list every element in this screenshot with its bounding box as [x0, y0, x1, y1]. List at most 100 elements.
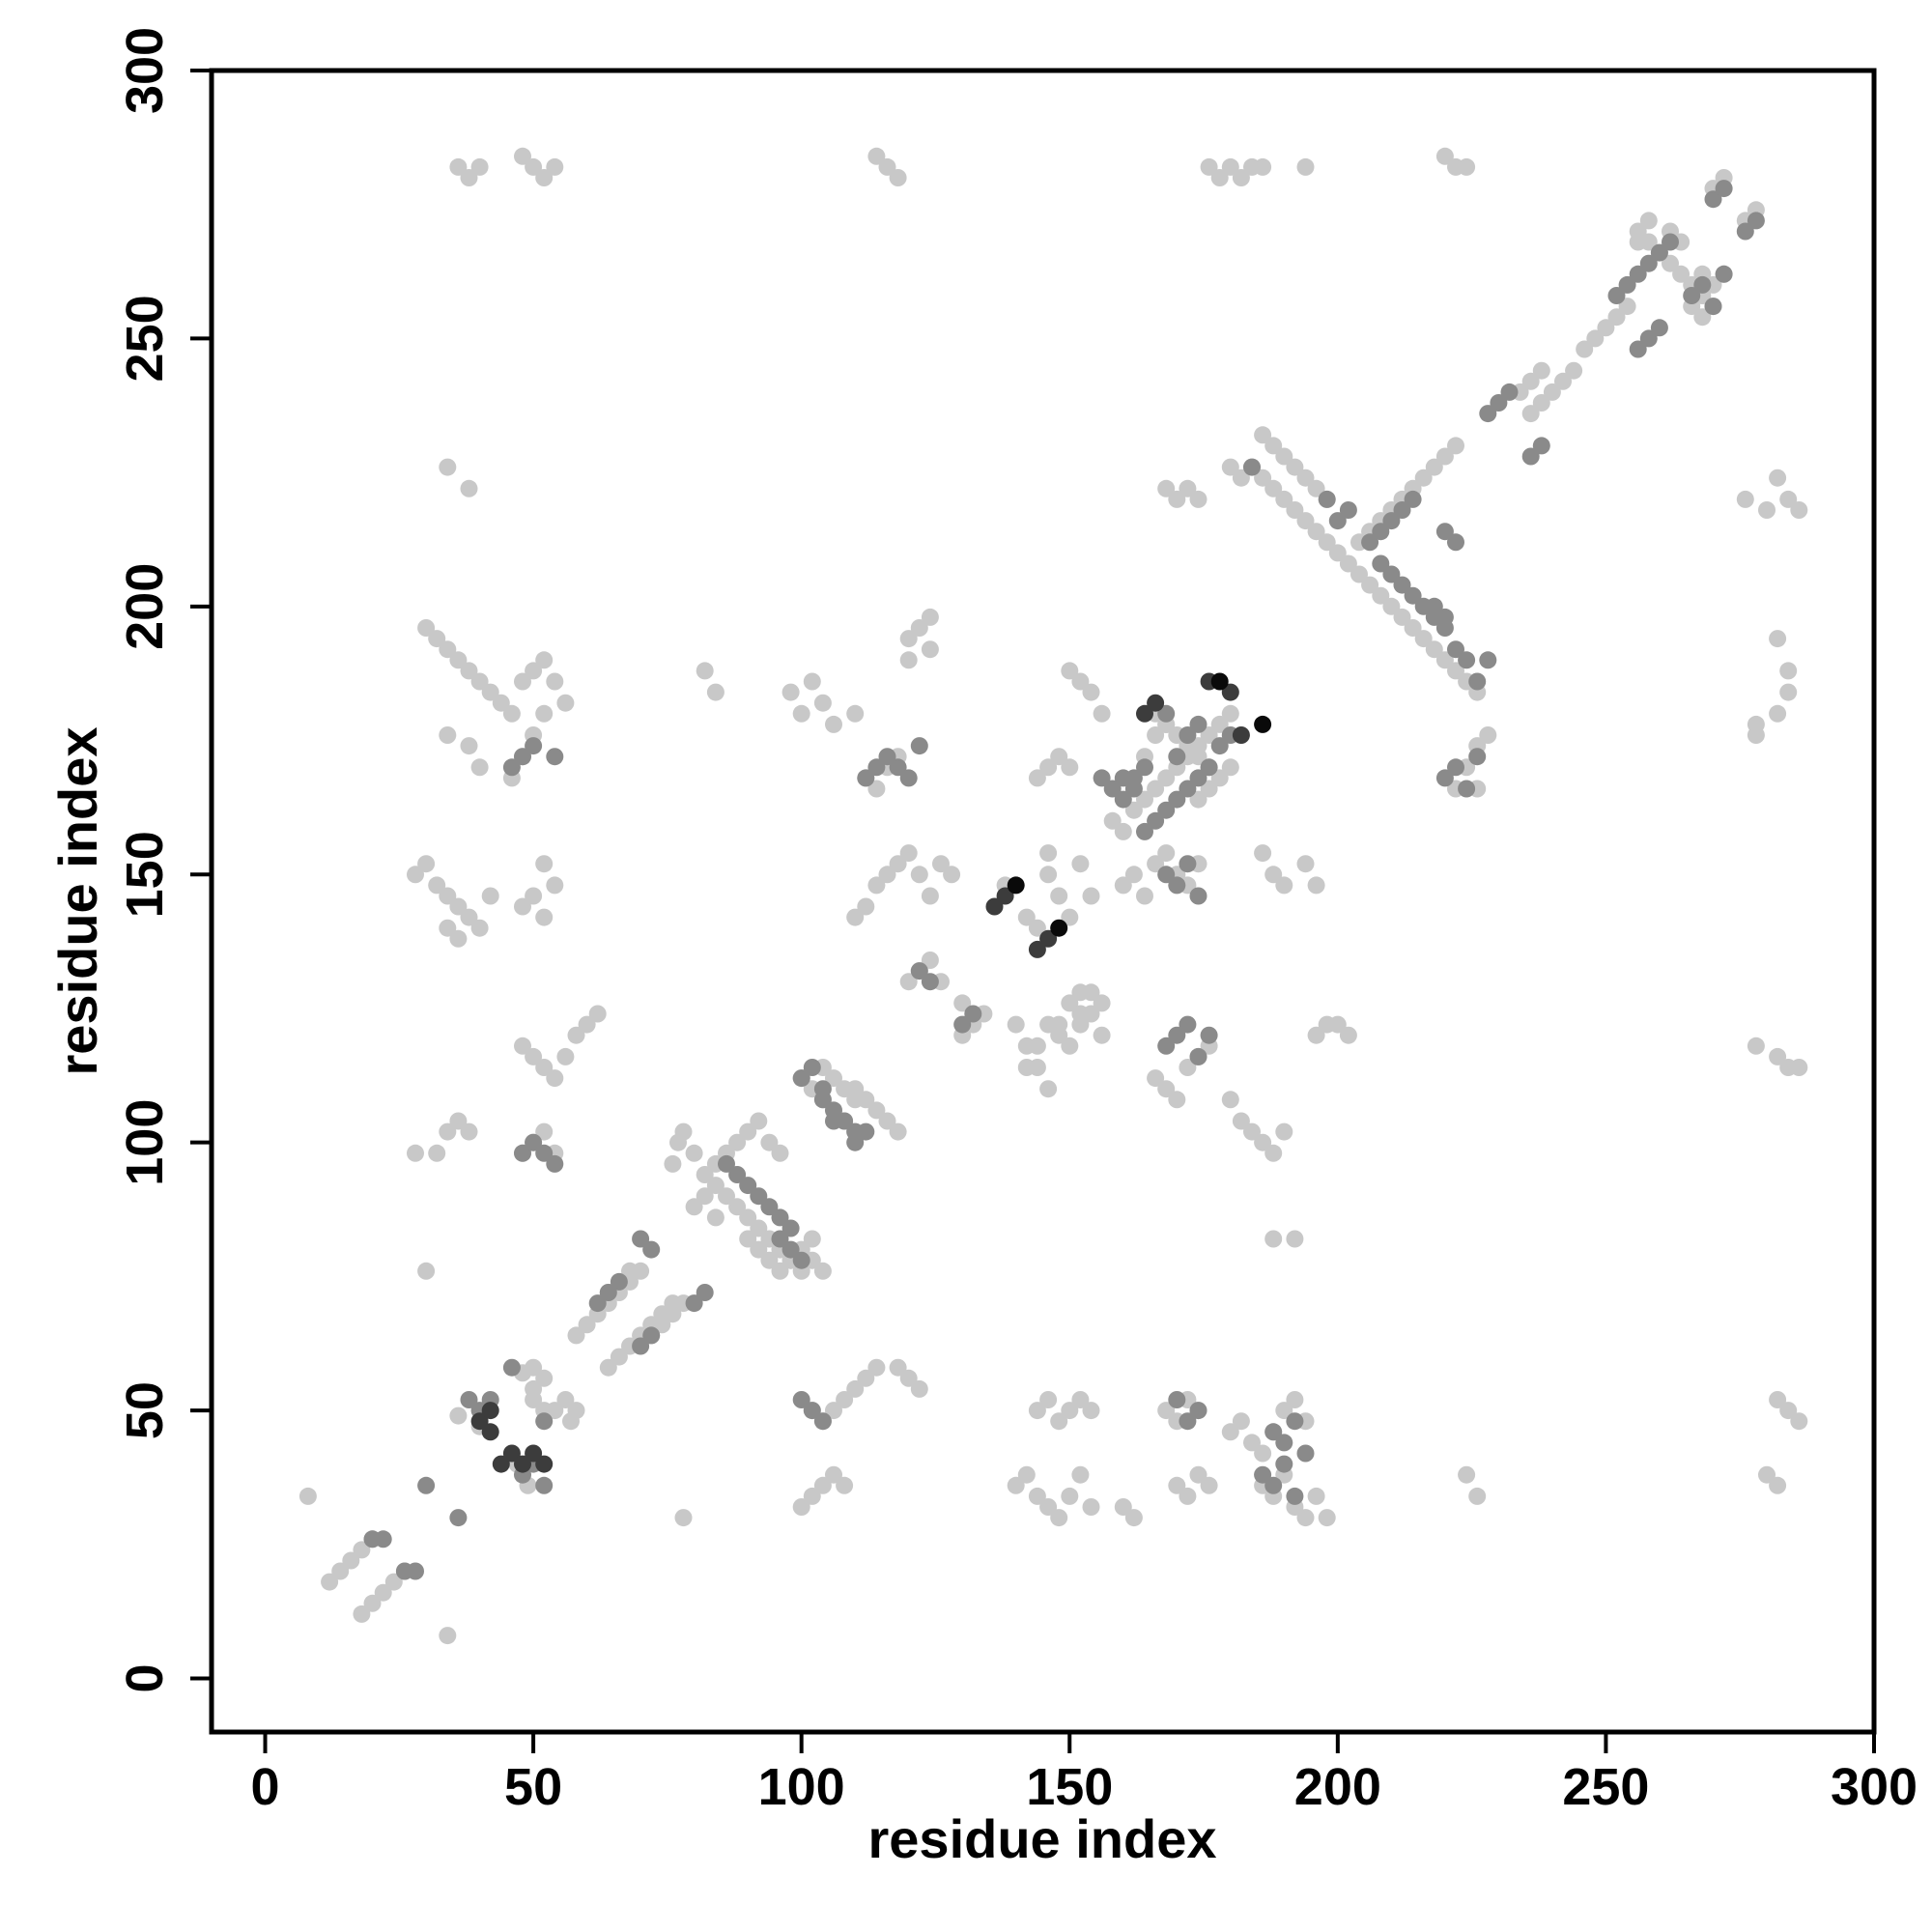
contact-point-light-360	[567, 1026, 585, 1044]
contact-point-light-372	[1093, 994, 1111, 1012]
contact-point-light-331	[932, 855, 950, 873]
contact-point-light-279	[910, 619, 928, 637]
contact-point-light-368	[1050, 1026, 1068, 1044]
contact-point-light-243	[1779, 490, 1798, 508]
contact-point-medium-542	[1500, 383, 1519, 401]
contact-point-light-238	[1307, 523, 1325, 541]
y-axis: 0 50 100 150 200 250 300	[116, 27, 212, 1693]
contact-point-light-272	[825, 715, 842, 733]
contact-point-medium-547	[1629, 265, 1647, 283]
contact-point-light-240	[1736, 490, 1754, 508]
contact-point-light-278	[899, 630, 918, 648]
contact-point-light-429	[1050, 1509, 1068, 1527]
contact-point-medium-459	[374, 1530, 392, 1548]
contact-point-light-181	[1607, 308, 1626, 327]
contact-point-light-448	[813, 1476, 832, 1494]
contact-point-light-266	[696, 662, 714, 680]
contact-point-black-631	[1007, 876, 1025, 895]
contact-point-light-355	[514, 1037, 531, 1055]
contact-point-medium-515	[1189, 715, 1208, 733]
contact-point-light-90	[846, 1080, 865, 1098]
contact-point-medium-566	[857, 769, 875, 787]
contact-point-light-244	[1790, 501, 1808, 519]
contact-point-light-400	[836, 1391, 854, 1408]
contact-point-light-124	[1147, 780, 1165, 798]
contact-point-light-330	[921, 887, 939, 905]
contact-point-light-164	[1307, 479, 1325, 497]
contact-point-light-111	[1082, 887, 1100, 905]
contact-point-light-329	[910, 866, 928, 884]
y-tick-label-250: 250	[116, 295, 174, 382]
contact-point-light-324	[857, 897, 875, 916]
contact-point-medium-504	[1147, 811, 1165, 830]
contact-point-medium-543	[1521, 447, 1540, 466]
contact-point-medium-581	[1157, 866, 1176, 884]
y-tick-label-300: 300	[116, 27, 174, 114]
contact-point-medium-492	[803, 1059, 821, 1076]
contact-point-light-66	[739, 1122, 757, 1141]
contact-point-light-174	[1565, 361, 1583, 380]
contact-point-light-320	[546, 876, 564, 895]
contact-point-light-120	[1103, 811, 1122, 830]
contact-point-light-246	[428, 630, 446, 648]
contact-point-light-177	[1532, 361, 1550, 380]
contact-point-medium-605	[1275, 1434, 1293, 1452]
contact-point-light-313	[460, 908, 478, 926]
contact-point-light-184	[1639, 233, 1658, 251]
contact-point-light-257	[546, 672, 564, 691]
contact-point-medium-517	[1372, 523, 1390, 541]
contact-point-medium-602	[1179, 1412, 1197, 1431]
contact-point-light-254	[514, 672, 531, 691]
contact-point-medium-530	[1318, 490, 1336, 508]
contact-point-medium-599	[803, 1402, 821, 1420]
contact-point-light-224	[439, 458, 457, 476]
contact-point-medium-513	[1168, 748, 1186, 766]
contact-point-light-444	[1307, 1487, 1325, 1505]
contact-point-light-265	[535, 704, 554, 723]
contact-point-light-186	[1662, 254, 1679, 272]
contact-point-medium-534	[1447, 640, 1464, 659]
contact-point-light-426	[1017, 1465, 1036, 1484]
contact-point-medium-598	[792, 1391, 810, 1408]
contact-point-medium-473	[599, 1284, 617, 1301]
contact-point-light-209	[535, 169, 554, 186]
contact-point-light-242	[1769, 469, 1787, 487]
contact-point-light-258	[556, 694, 575, 712]
contact-point-light-166	[1286, 458, 1304, 476]
contact-point-light-210	[546, 157, 564, 176]
contact-point-light-230	[1221, 458, 1239, 476]
contact-point-dark-622	[1028, 940, 1046, 958]
contact-point-light-169	[1254, 426, 1272, 444]
contact-point-light-69	[771, 1144, 789, 1162]
contact-point-light-20	[567, 1402, 585, 1420]
contact-point-medium-579	[1458, 780, 1476, 798]
contact-point-light-179	[1586, 329, 1605, 348]
contact-point-light-438	[1200, 1476, 1218, 1494]
contact-point-light-269	[792, 704, 810, 723]
contact-point-light-363	[1007, 1015, 1025, 1034]
contact-point-light-94	[889, 1122, 907, 1141]
contact-point-light-280	[921, 608, 939, 626]
contact-point-light-409	[1050, 1412, 1068, 1431]
contact-point-light-449	[825, 1465, 842, 1484]
contact-point-light-396	[1286, 1230, 1304, 1248]
contact-point-light-241	[1758, 501, 1776, 519]
contact-point-light-223	[1458, 157, 1476, 176]
contact-point-light-68	[760, 1133, 779, 1151]
contact-point-light-45	[664, 1305, 682, 1323]
contact-point-light-151	[1414, 469, 1433, 487]
contact-point-light-405	[899, 1369, 918, 1387]
contact-point-light-194	[1639, 212, 1658, 230]
contact-point-medium-475	[632, 1230, 650, 1248]
contact-point-light-115	[1093, 1026, 1111, 1044]
contact-point-light-108	[1061, 908, 1079, 926]
contact-point-light-335	[1136, 887, 1153, 905]
contact-point-medium-461	[407, 1562, 424, 1580]
contact-point-medium-548	[1639, 254, 1658, 272]
contact-point-medium-516	[1361, 533, 1379, 552]
contact-point-light-77	[760, 1251, 779, 1269]
contact-point-light-418	[1232, 1412, 1250, 1431]
contact-point-light-353	[535, 1122, 554, 1141]
contact-point-light-401	[846, 1379, 865, 1398]
contact-point-light-452	[1468, 1487, 1487, 1505]
